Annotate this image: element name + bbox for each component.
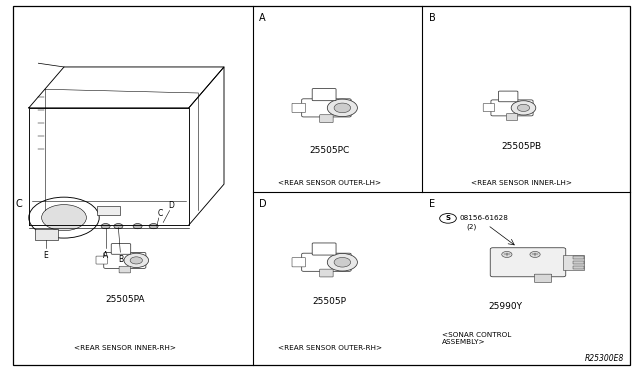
FancyBboxPatch shape xyxy=(104,253,146,268)
Circle shape xyxy=(440,214,456,223)
FancyBboxPatch shape xyxy=(312,89,336,101)
Circle shape xyxy=(327,253,357,271)
FancyBboxPatch shape xyxy=(320,269,333,277)
Bar xyxy=(573,261,584,264)
Text: <REAR SENSOR INNER-RH>: <REAR SENSOR INNER-RH> xyxy=(74,345,176,351)
FancyBboxPatch shape xyxy=(119,266,131,273)
Bar xyxy=(573,266,584,269)
Text: <SONAR CONTROL
ASSEMBLY>: <SONAR CONTROL ASSEMBLY> xyxy=(442,332,511,345)
Text: D: D xyxy=(168,201,175,210)
FancyBboxPatch shape xyxy=(301,253,351,271)
Circle shape xyxy=(511,101,536,115)
Circle shape xyxy=(114,224,123,229)
Text: C: C xyxy=(16,199,23,209)
Circle shape xyxy=(29,197,99,238)
Bar xyxy=(97,206,120,215)
Text: E: E xyxy=(429,199,435,209)
Circle shape xyxy=(334,103,351,113)
Text: <REAR SENSOR INNER-LH>: <REAR SENSOR INNER-LH> xyxy=(471,180,572,186)
Text: 08156-61628: 08156-61628 xyxy=(460,215,508,221)
Text: <REAR SENSOR OUTER-RH>: <REAR SENSOR OUTER-RH> xyxy=(278,345,381,351)
Text: A: A xyxy=(259,13,266,23)
Text: 25990Y: 25990Y xyxy=(488,302,523,311)
FancyBboxPatch shape xyxy=(111,244,131,254)
Text: E: E xyxy=(44,251,49,260)
Text: C: C xyxy=(157,209,163,218)
FancyBboxPatch shape xyxy=(490,248,566,277)
Text: 25505PB: 25505PB xyxy=(502,142,541,151)
Circle shape xyxy=(124,253,148,267)
Text: B: B xyxy=(429,13,436,23)
FancyBboxPatch shape xyxy=(534,274,552,282)
Circle shape xyxy=(133,224,142,229)
FancyBboxPatch shape xyxy=(292,258,305,267)
Circle shape xyxy=(334,257,351,267)
FancyBboxPatch shape xyxy=(312,243,336,255)
Circle shape xyxy=(327,99,357,117)
Text: 25505P: 25505P xyxy=(312,297,347,306)
Text: <REAR SENSOR OUTER-LH>: <REAR SENSOR OUTER-LH> xyxy=(278,180,381,186)
Circle shape xyxy=(502,251,512,257)
Text: 25505PC: 25505PC xyxy=(310,146,349,155)
Circle shape xyxy=(517,104,530,112)
FancyBboxPatch shape xyxy=(292,103,305,112)
Bar xyxy=(573,256,584,259)
FancyBboxPatch shape xyxy=(301,99,351,117)
Text: S: S xyxy=(445,215,451,221)
Circle shape xyxy=(149,224,158,229)
FancyBboxPatch shape xyxy=(96,256,108,264)
Text: B: B xyxy=(118,255,123,264)
Text: 25505PA: 25505PA xyxy=(105,295,145,304)
Circle shape xyxy=(130,257,143,264)
FancyBboxPatch shape xyxy=(506,114,518,121)
Bar xyxy=(35,229,58,240)
Text: (2): (2) xyxy=(466,223,476,230)
Circle shape xyxy=(530,251,540,257)
Text: A: A xyxy=(103,251,108,260)
Circle shape xyxy=(42,205,86,231)
Bar xyxy=(563,255,584,270)
FancyBboxPatch shape xyxy=(483,103,495,112)
Text: D: D xyxy=(259,199,267,209)
FancyBboxPatch shape xyxy=(499,91,518,102)
Circle shape xyxy=(101,224,110,229)
Text: R25300E8: R25300E8 xyxy=(584,354,624,363)
FancyBboxPatch shape xyxy=(320,115,333,122)
FancyBboxPatch shape xyxy=(491,100,533,116)
